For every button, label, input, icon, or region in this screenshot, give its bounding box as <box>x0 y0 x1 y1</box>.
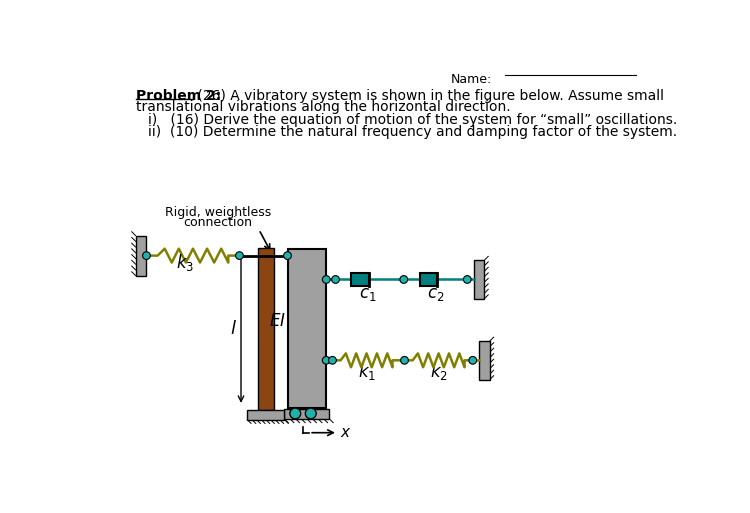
Text: $m$: $m$ <box>298 308 316 326</box>
Text: $l$: $l$ <box>230 320 237 338</box>
Text: $EI$: $EI$ <box>269 312 286 330</box>
Circle shape <box>322 357 330 364</box>
Circle shape <box>322 275 330 283</box>
Text: connection: connection <box>183 216 252 229</box>
Circle shape <box>464 275 471 283</box>
Text: translational vibrations along the horizontal direction.: translational vibrations along the horiz… <box>136 100 511 114</box>
Text: ii)  (10) Determine the natural frequency and damping factor of the system.: ii) (10) Determine the natural frequency… <box>148 125 677 139</box>
Text: $c_1$: $c_1$ <box>358 285 376 303</box>
Circle shape <box>400 275 408 283</box>
Circle shape <box>469 357 476 364</box>
Bar <box>136 235 146 275</box>
Text: (26) A vibratory system is shown in the figure below. Assume small: (26) A vibratory system is shown in the … <box>193 89 664 103</box>
Bar <box>473 260 484 299</box>
Text: i)   (16) Derive the equation of motion of the system for “small” oscillations.: i) (16) Derive the equation of motion of… <box>148 113 677 127</box>
Circle shape <box>328 357 336 364</box>
Bar <box>258 248 274 409</box>
Bar <box>248 409 284 420</box>
Bar <box>284 409 329 419</box>
Bar <box>479 341 490 380</box>
Circle shape <box>142 252 150 260</box>
Bar <box>287 249 326 408</box>
Text: $k_3$: $k_3$ <box>176 252 194 273</box>
Circle shape <box>284 252 291 260</box>
Circle shape <box>236 252 243 260</box>
Text: Name:: Name: <box>450 73 491 86</box>
Text: $k_1$: $k_1$ <box>358 361 376 382</box>
Text: Problem 2:: Problem 2: <box>136 89 222 103</box>
Text: $x$: $x$ <box>340 425 352 440</box>
Bar <box>420 273 437 286</box>
Bar <box>352 273 369 286</box>
Circle shape <box>290 408 301 419</box>
Circle shape <box>332 275 340 283</box>
Circle shape <box>305 408 316 419</box>
Text: Rigid, weightless: Rigid, weightless <box>165 206 271 219</box>
Text: $k_2$: $k_2$ <box>430 361 448 382</box>
Text: $c_2$: $c_2$ <box>427 285 444 303</box>
Circle shape <box>400 357 409 364</box>
